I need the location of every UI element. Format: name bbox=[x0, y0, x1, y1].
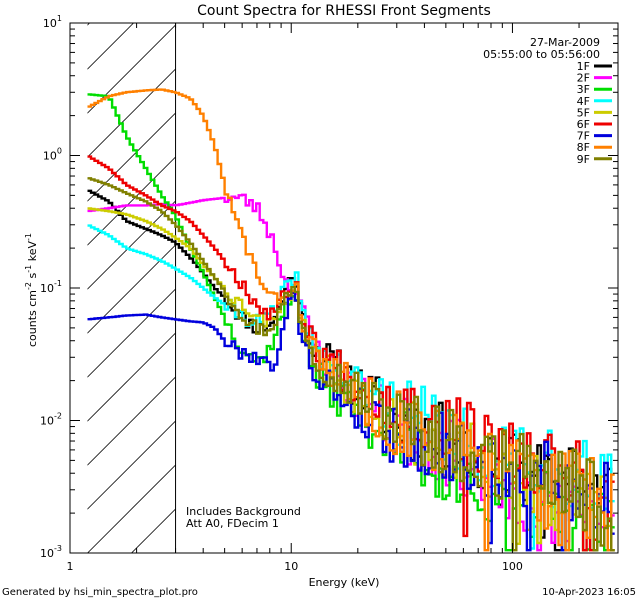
y-axis-label: counts cm-2 s-1 keV-1 bbox=[24, 233, 39, 347]
hatch-line bbox=[87, 23, 134, 70]
hatched-region bbox=[0, 23, 640, 553]
y-tick-labels: 10-3 10-2 10-1 100 101 bbox=[40, 14, 62, 560]
hatch-line bbox=[616, 23, 640, 553]
x-tick-labels: 1 10 100 bbox=[67, 560, 523, 573]
legend-label-6F: 6F bbox=[577, 118, 590, 131]
y-tick-label: 100 bbox=[43, 147, 62, 163]
x-axis-label: Energy (keV) bbox=[309, 576, 380, 589]
x-tick-label: 100 bbox=[502, 560, 523, 573]
y-tick-label: 10-2 bbox=[40, 412, 62, 428]
legend-label-3F: 3F bbox=[577, 83, 590, 96]
series-layer bbox=[87, 88, 615, 552]
hatch-line bbox=[87, 200, 176, 290]
hatch-line bbox=[0, 23, 2, 553]
y-tick-label: 101 bbox=[43, 14, 62, 30]
x-tick-label: 10 bbox=[284, 560, 298, 573]
time-range-label: 05:55:00 to 05:56:00 bbox=[483, 48, 600, 61]
axis-ticks bbox=[69, 22, 619, 554]
legend-label-9F: 9F bbox=[577, 153, 590, 166]
plot-frame bbox=[69, 22, 619, 554]
legend-label-8F: 8F bbox=[577, 141, 590, 154]
hatch-line bbox=[87, 420, 176, 510]
hatch-line bbox=[87, 244, 176, 334]
legend-label-2F: 2F bbox=[577, 72, 590, 85]
series-3F bbox=[87, 93, 615, 552]
series-7F bbox=[87, 291, 615, 552]
y-tick-label: 10-3 bbox=[40, 544, 62, 560]
hatch-line bbox=[87, 68, 176, 158]
chart-title: Count Spectra for RHESSI Front Segments bbox=[197, 3, 491, 19]
hatch-line bbox=[87, 376, 176, 466]
series-8F bbox=[87, 88, 615, 552]
legend-label-5F: 5F bbox=[577, 106, 590, 119]
legend-label-1F: 1F bbox=[577, 60, 590, 73]
hatch-line bbox=[0, 23, 46, 553]
annotation-attenuator: Att A0, FDecim 1 bbox=[186, 517, 279, 530]
footer-generated-by: Generated by hsi_min_spectra_plot.pro bbox=[2, 587, 198, 598]
date-label: 27-Mar-2009 bbox=[530, 36, 600, 49]
hatch-line bbox=[87, 24, 176, 114]
y-tick-label: 10-1 bbox=[40, 279, 62, 295]
x-tick-label: 1 bbox=[67, 560, 74, 573]
series-9F bbox=[87, 177, 615, 552]
legend-label-7F: 7F bbox=[577, 130, 590, 143]
annotation-background: Includes Background bbox=[186, 505, 301, 518]
legend-label-4F: 4F bbox=[577, 95, 590, 108]
footer-timestamp: 10-Apr-2023 16:05 bbox=[542, 587, 636, 598]
